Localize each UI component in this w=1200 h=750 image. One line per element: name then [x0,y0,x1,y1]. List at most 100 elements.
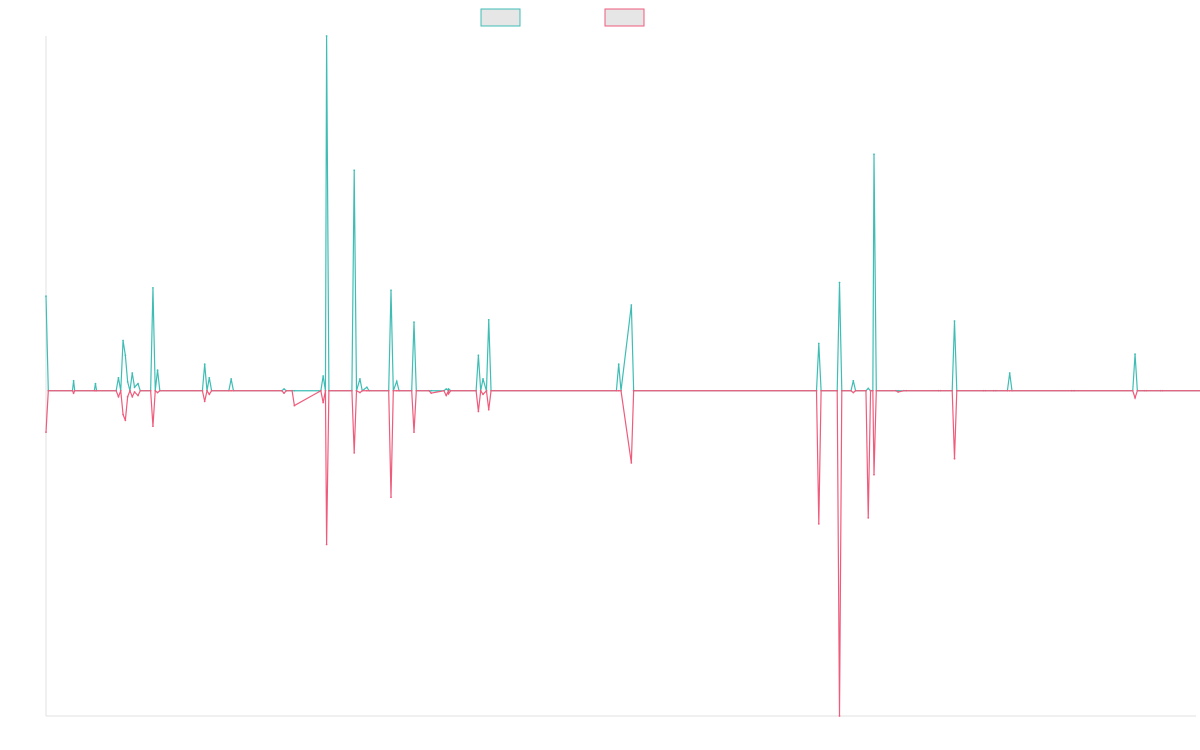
series-2-point-42 [351,389,353,392]
series-2-point-7 [95,389,98,392]
series-2-point-19 [149,389,152,392]
series-2-point-32 [280,389,283,392]
series-2-point-75 [632,389,635,392]
series-1-point-89 [873,153,875,156]
legend-swatch-series-1[interactable] [480,8,521,27]
series-2-point-16 [133,391,136,393]
series-1-point-27 [208,376,211,379]
series-2-point-108 [1073,389,1075,392]
series-1-point-20 [152,287,154,289]
series-2-point-80 [838,715,841,717]
series-1-point-36 [293,389,296,392]
series-2-point-73 [620,389,622,392]
series-2-point-43 [353,451,356,454]
series-2-point-104 [1006,389,1009,392]
series-2-point-79 [836,389,839,392]
series-2-point-103 [995,389,997,392]
series-2-point-90 [875,389,878,392]
series-1-point-50 [390,289,392,292]
series-1-point-0 [45,295,47,298]
series-2-point-34 [285,389,288,392]
series-2-point-82 [850,389,852,392]
series-2-point-70 [490,389,492,392]
series-1-point-3 [72,379,75,382]
series-2-point-81 [840,389,843,392]
series-2-point-110 [1134,396,1136,399]
series-2-point-9 [117,395,120,398]
series-2-point-94 [905,389,908,392]
series-2-point-85 [865,389,867,392]
series-1-point-25 [203,363,206,366]
series-1-point-60 [445,388,448,390]
series-2-point-36 [293,404,296,407]
series-2-point-61 [447,389,450,392]
series-2-point-91 [894,389,897,392]
series-line-2[interactable] [45,389,1200,717]
series-2-point-11 [122,413,124,416]
series-1-point-6 [94,382,97,385]
series-2-point-83 [852,391,855,394]
series-2-point-109 [1131,389,1134,392]
series-2-point-93 [903,389,905,392]
series-2-point-111 [1136,389,1139,392]
series-2-point-92 [897,391,900,393]
series-2-point-28 [210,389,213,392]
series-2-point-8 [115,389,118,392]
series-1-point-43 [353,169,356,172]
series-2-point-74 [630,462,633,464]
series-1-point-13 [126,381,129,383]
series-2-point-53 [398,389,400,392]
series-2-point-37 [319,389,322,392]
series-2-point-64 [475,389,477,392]
series-2-point-68 [485,389,488,392]
series-2-point-66 [479,389,482,392]
series-2-point-0 [45,431,47,434]
series-1-point-65 [477,354,480,357]
series-2-point-97 [951,389,954,392]
series-2-point-41 [328,389,330,392]
series-1-point-110 [1134,353,1136,356]
series-1-point-69 [487,318,490,321]
series-2-point-45 [359,391,361,394]
series-1-point-67 [482,378,484,380]
axes [45,36,1196,717]
series-1-point-58 [430,389,433,392]
legend-swatch-series-2[interactable] [604,8,645,27]
series-2-point-24 [201,389,204,392]
series-2-point-21 [154,389,157,392]
series-2-point-47 [365,389,368,392]
series-1-point-98 [953,320,956,322]
series-2-point-96 [939,389,942,392]
series-1-point-38 [322,375,325,377]
series-2-point-27 [208,393,211,396]
series-2-point-18 [139,389,142,392]
series-2-point-2 [71,389,74,392]
series-2-point-35 [291,389,293,392]
series-1-point-22 [156,369,159,371]
series-2-point-29 [227,389,230,392]
series-2-point-40 [325,543,328,546]
series-2-point-50 [390,496,392,499]
series-2-point-46 [361,389,364,392]
series-2-point-39 [324,389,327,392]
series-2-point-31 [232,389,235,392]
series-2-point-23 [158,389,161,392]
series-1-point-9 [117,376,120,379]
series-2-point-48 [368,389,371,392]
series-2-point-20 [152,425,154,428]
series-2-point-102 [992,389,995,392]
series-2-point-63 [449,389,452,392]
series-1-point-74 [630,304,633,306]
series-2-point-76 [815,389,818,392]
series-2-point-15 [131,395,134,398]
series-2-point-4 [73,389,76,392]
series-1-point-45 [359,378,361,380]
series-2-point-72 [617,389,620,392]
plot-area [45,35,1200,717]
series-2-point-60 [445,394,448,397]
series-line-1[interactable] [45,35,1200,392]
series-1-point-30 [230,378,233,380]
series-2-point-98 [953,457,956,460]
series-2-point-101 [984,389,987,392]
legend [480,8,645,27]
